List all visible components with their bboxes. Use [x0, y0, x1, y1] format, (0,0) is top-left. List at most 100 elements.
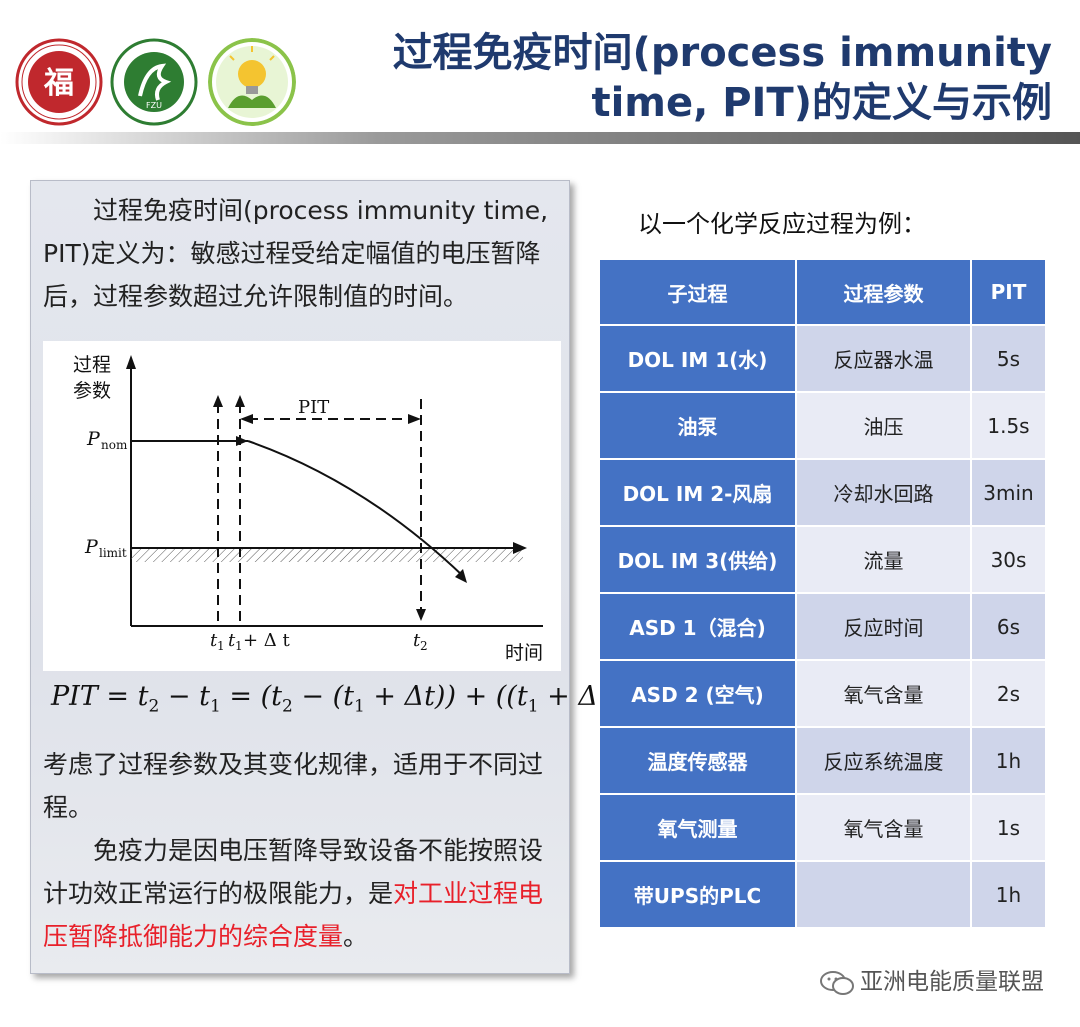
cell-parameter [795, 860, 972, 929]
y-axis-arrow-icon [126, 355, 136, 369]
cell-pit: 1h [970, 860, 1047, 929]
cell-parameter: 反应时间 [795, 592, 972, 661]
p-nom-subscript: nom [101, 438, 128, 452]
cell-parameter: 氧气含量 [795, 659, 972, 728]
page-title: 过程免疫时间(process immunity time, PIT)的定义与示例 [393, 28, 1052, 128]
fuzhou-university-seal-icon: 福 [15, 38, 103, 126]
pit-diagram-svg: 过程 参数 PIT P nom P limit t 1 t 1 + Δ t t … [73, 354, 543, 664]
wechat-icon [820, 970, 854, 995]
formula-sub: 1 [527, 696, 539, 717]
applicability-paragraph: 考虑了过程参数及其变化规律，适用于不同过程。 [43, 750, 544, 822]
pit-diagram: 过程 参数 PIT P nom P limit t 1 t 1 + Δ t t … [43, 341, 561, 671]
curve-arrow-icon [455, 569, 467, 583]
title-divider [0, 132, 1080, 144]
header-parameter: 过程参数 [795, 258, 972, 326]
cell-pit: 1.5s [970, 391, 1047, 460]
cell-parameter: 反应器水温 [795, 324, 972, 393]
example-heading: 以一个化学反应过程为例： [638, 210, 926, 238]
cell-pit: 3min [970, 458, 1047, 527]
pit-right-arrow-icon [408, 414, 421, 424]
formula-part: + Δt)) + ((t [364, 681, 528, 712]
cell-parameter: 冷却水回路 [795, 458, 972, 527]
limit-arrow-icon [513, 542, 527, 554]
limit-band [131, 548, 523, 562]
cell-pit: 1h [970, 726, 1047, 795]
formula-part: = (t [220, 681, 282, 712]
y-axis-label-2: 参数 [73, 380, 111, 402]
title-line-1: 过程免疫时间(process immunity [392, 30, 1052, 76]
definition-panel: 过程免疫时间(process immunity time, PIT)定义为：敏感… [30, 180, 681, 974]
table-row: ASD 1（混合) 反应时间 6s [598, 592, 1047, 661]
t1-delta-t-label: t [228, 630, 236, 651]
cell-subprocess: 温度传感器 [598, 726, 797, 795]
pit-left-arrow-icon [240, 414, 253, 424]
immunity-paragraph: 免疫力是因电压暂降导致设备不能按照设计功效正常运行的极限能力，是对工业过程电压暂… [43, 829, 563, 958]
y-axis-label-1: 过程 [73, 354, 111, 376]
t1-subscript: 1 [217, 639, 225, 653]
cell-pit: 6s [970, 592, 1047, 661]
cell-parameter: 流量 [795, 525, 972, 594]
header-pit: PIT [970, 258, 1047, 326]
cell-subprocess: DOL IM 2-风扇 [598, 458, 797, 527]
svg-text:FZU: FZU [146, 101, 162, 110]
formula-sub: 2 [281, 696, 293, 717]
table-row: 油泵 油压 1.5s [598, 391, 1047, 460]
table-row: 温度传感器 反应系统温度 1h [598, 726, 1047, 795]
formula-sub: 1 [353, 696, 365, 717]
header-subprocess: 子过程 [598, 258, 797, 326]
immunity-highlight: 对工业过程电压暂降抵御能力的综合度量 [43, 879, 544, 951]
t1-label: t [210, 630, 218, 651]
cell-parameter: 反应系统温度 [795, 726, 972, 795]
cell-pit: 30s [970, 525, 1047, 594]
parameter-curve [247, 440, 464, 577]
formula-part: − (t [292, 681, 354, 712]
table-row: 氧气测量 氧气含量 1s [598, 793, 1047, 862]
immunity-end: 。 [343, 922, 369, 951]
cell-subprocess: DOL IM 3(供给) [598, 525, 797, 594]
cell-pit: 2s [970, 659, 1047, 728]
formula-sub: 2 [148, 696, 160, 717]
cell-parameter: 氧气含量 [795, 793, 972, 862]
formula-part: = t [97, 681, 149, 712]
table-row: DOL IM 2-风扇 冷却水回路 3min [598, 458, 1047, 527]
cell-parameter: 油压 [795, 391, 972, 460]
t1-delta-arrow-icon [235, 395, 245, 407]
pit-formula: PIT = t2 − t1 = (t2 − (t1 + Δt)) + ((t1 … [51, 681, 681, 716]
t1-arrow-icon [213, 395, 223, 407]
immunity-text: 免疫力是因电压暂降导致设备不能按照设计功效正常运行的极限能力，是 [43, 836, 544, 908]
cell-pit: 5s [970, 324, 1047, 393]
p-limit-label: P [84, 536, 99, 558]
formula-part: − t [159, 681, 210, 712]
svg-text:福: 福 [43, 66, 74, 101]
cell-subprocess: ASD 1（混合) [598, 592, 797, 661]
table-row: DOL IM 3(供给) 流量 30s [598, 525, 1047, 594]
table-row: 带UPS的PLC 1h [598, 860, 1047, 929]
x-axis-label: 时间 [505, 642, 543, 664]
slide-header: 福 FZU 过程免疫时间(process immunity time, PIT)… [0, 0, 1080, 145]
t2-subscript: 2 [420, 639, 428, 653]
title-line-2: time, PIT)的定义与示例 [591, 80, 1052, 126]
table-row: ASD 2 (空气) 氧气含量 2s [598, 659, 1047, 728]
cell-pit: 1s [970, 793, 1047, 862]
cell-subprocess: DOL IM 1(水) [598, 324, 797, 393]
fzu-power-quality-lab-seal-icon: FZU [110, 38, 198, 126]
cell-subprocess: 氧气测量 [598, 793, 797, 862]
definition-paragraph: 过程免疫时间(process immunity time, PIT)定义为：敏感… [43, 196, 549, 311]
nominal-arrow-icon [236, 436, 248, 446]
t1-delta-label: + Δ t [243, 630, 291, 651]
watermark: 亚洲电能质量联盟 [820, 962, 1044, 996]
p-limit-subscript: limit [99, 546, 127, 560]
table-row: DOL IM 1(水) 反应器水温 5s [598, 324, 1047, 393]
cell-subprocess: ASD 2 (空气) [598, 659, 797, 728]
watermark-text: 亚洲电能质量联盟 [860, 969, 1044, 995]
pit-table: 子过程 过程参数 PIT DOL IM 1(水) 反应器水温 5s 油泵 油压 … [598, 258, 1047, 929]
pit-label: PIT [298, 397, 329, 418]
lightbulb-plant-logo-icon [208, 38, 296, 126]
formula-lhs: PIT [51, 681, 98, 712]
t1-delta-subscript: 1 [235, 639, 243, 653]
formula-sub: 1 [209, 696, 221, 717]
t2-arrow-icon [416, 609, 426, 621]
t2-label: t [413, 630, 421, 651]
cell-subprocess: 带UPS的PLC [598, 860, 797, 929]
p-nom-label: P [86, 428, 101, 450]
